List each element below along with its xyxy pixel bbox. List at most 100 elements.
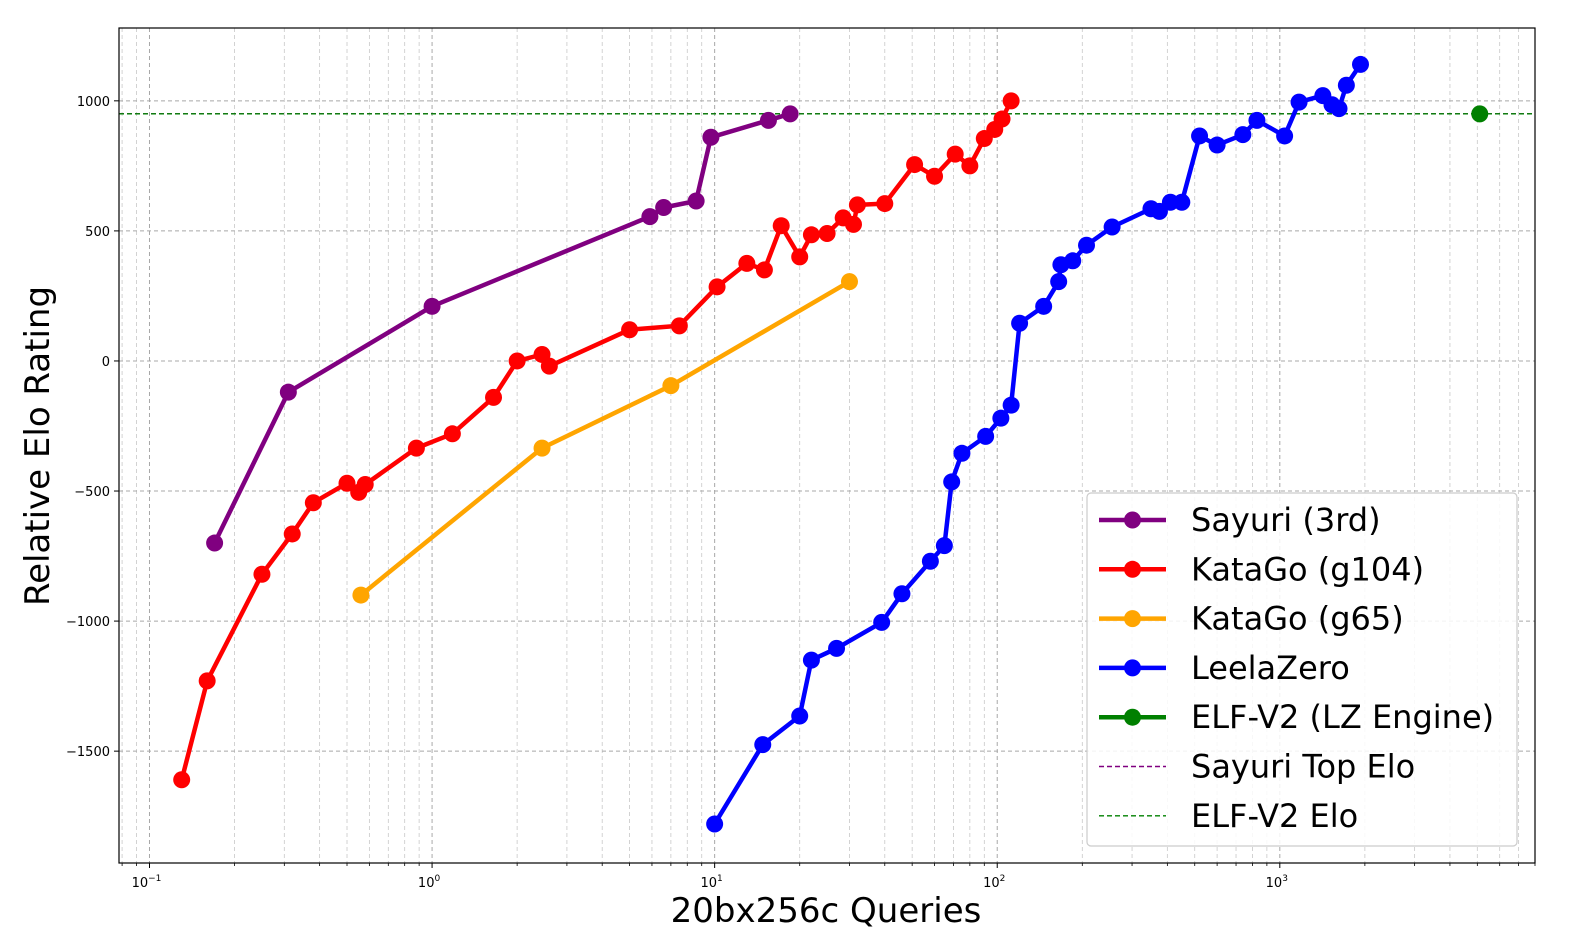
- data-point: [533, 439, 551, 457]
- data-point: [844, 215, 862, 233]
- data-point: [848, 196, 866, 214]
- legend-marker: [1124, 659, 1141, 677]
- data-point: [1191, 127, 1209, 145]
- data-point: [662, 377, 680, 395]
- data-point: [641, 208, 659, 226]
- legend-item-elf-v2-elo: ELF-V2 Elo: [1099, 797, 1358, 835]
- data-point: [791, 707, 809, 725]
- data-point: [953, 444, 971, 462]
- legend-marker: [1124, 708, 1141, 726]
- x-tick-exponent: 3: [1282, 874, 1288, 884]
- x-tick-exponent: 1: [717, 874, 723, 884]
- data-point: [1035, 297, 1053, 315]
- data-point: [993, 110, 1011, 128]
- data-point: [781, 105, 799, 123]
- legend-item-leelazero: LeelaZero: [1099, 649, 1350, 687]
- x-tick-base: 10: [701, 876, 718, 891]
- data-point: [706, 815, 724, 833]
- data-point: [173, 771, 191, 789]
- data-point: [893, 585, 911, 603]
- data-point: [873, 613, 891, 631]
- data-point: [802, 651, 820, 669]
- x-tick-exponent: 2: [1000, 874, 1006, 884]
- x-tick-base: 10: [983, 876, 1000, 891]
- data-point: [198, 672, 216, 690]
- y-tick-label: 0: [102, 355, 110, 370]
- data-point: [926, 167, 944, 185]
- x-tick-exponent: −1: [148, 874, 161, 884]
- legend-item-sayuri-top-elo: Sayuri Top Elo: [1099, 748, 1415, 786]
- x-tick-label: 103: [1266, 874, 1288, 891]
- legend-label: ELF-V2 (LZ Engine): [1191, 698, 1494, 736]
- data-point: [1011, 314, 1029, 332]
- series-sayuri-3rd: [206, 105, 799, 552]
- series-elf-v2-lz-engine: [1471, 105, 1489, 123]
- data-point: [304, 494, 322, 512]
- x-tick-base: 10: [132, 876, 149, 891]
- data-point: [1248, 111, 1266, 129]
- x-tick-label: 100: [418, 874, 441, 891]
- legend: Sayuri (3rd) KataGo (g104) KataGo (g65) Lee…: [1086, 492, 1518, 847]
- data-point: [485, 388, 503, 406]
- data-point: [702, 128, 720, 146]
- data-point: [1337, 76, 1355, 94]
- legend-label: Sayuri (3rd): [1191, 501, 1381, 539]
- data-point: [1351, 55, 1369, 73]
- data-point: [1234, 126, 1252, 144]
- data-point: [1330, 100, 1348, 118]
- data-point: [791, 248, 809, 266]
- data-point: [423, 297, 441, 315]
- legend-label: LeelaZero: [1191, 649, 1350, 687]
- legend-item-sayuri-3rd: Sayuri (3rd): [1099, 501, 1381, 539]
- data-point: [1050, 273, 1068, 291]
- data-point: [772, 217, 790, 235]
- data-point: [1290, 93, 1308, 111]
- data-point: [1173, 193, 1191, 211]
- data-point: [1064, 252, 1082, 270]
- data-point: [828, 639, 846, 657]
- data-point: [935, 537, 953, 555]
- data-point: [443, 425, 461, 443]
- data-point: [1208, 136, 1226, 154]
- data-point: [621, 321, 639, 339]
- legend-label: ELF-V2 Elo: [1191, 797, 1358, 835]
- legend-box: [1086, 492, 1518, 847]
- legend-item-elf-v2-lz-engine: ELF-V2 (LZ Engine): [1099, 698, 1494, 736]
- data-point: [943, 473, 961, 491]
- data-point: [253, 565, 271, 583]
- data-point: [508, 352, 526, 370]
- data-point: [655, 198, 673, 216]
- data-point: [279, 383, 297, 401]
- legend-marker: [1124, 560, 1141, 578]
- data-point: [283, 525, 301, 543]
- data-point: [754, 736, 772, 754]
- data-point: [977, 427, 995, 445]
- series-katago-g104: [173, 92, 1020, 789]
- series-katago-g65: [352, 273, 858, 604]
- x-tick-base: 10: [1266, 876, 1283, 891]
- y-tick-label: −500: [74, 485, 110, 500]
- series-line: [358, 279, 852, 598]
- data-point: [540, 357, 558, 375]
- series-leelazero: [706, 55, 1369, 833]
- data-point: [759, 111, 777, 129]
- data-point: [670, 317, 688, 335]
- data-point: [206, 534, 224, 552]
- data-point: [818, 224, 836, 242]
- legend-marker: [1124, 511, 1141, 529]
- data-point: [906, 156, 924, 174]
- y-axis-title: Relative Elo Rating: [18, 286, 58, 606]
- data-point: [921, 552, 939, 570]
- y-tick-label: 1000: [77, 95, 110, 110]
- legend-label: KataGo (g65): [1191, 600, 1404, 638]
- data-point: [1471, 105, 1489, 123]
- data-point: [1078, 236, 1096, 254]
- data-point: [1002, 396, 1020, 414]
- data-point: [755, 261, 773, 279]
- data-point: [992, 409, 1010, 427]
- x-tick-label: 10−1: [132, 874, 162, 891]
- y-tick-label: −1000: [66, 615, 110, 630]
- data-point: [407, 439, 425, 457]
- data-point: [1103, 218, 1121, 236]
